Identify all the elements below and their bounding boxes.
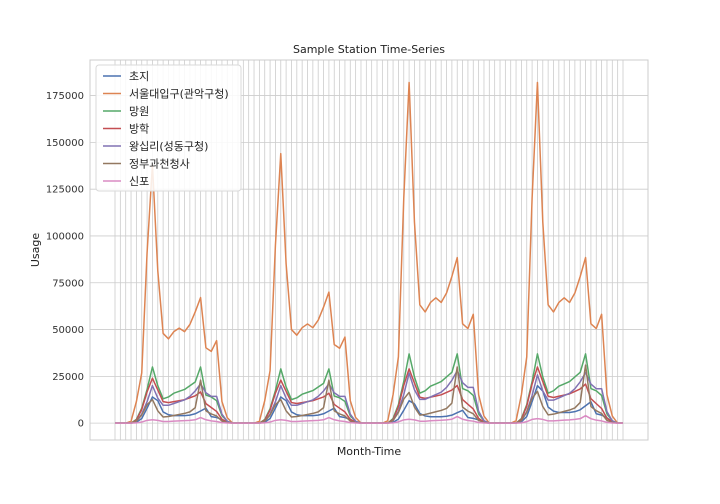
- legend-label: 망원: [129, 105, 149, 118]
- y-tick-label: 150000: [46, 138, 84, 149]
- legend-label: 서울대입구(관악구청): [129, 88, 229, 101]
- legend-box: [95, 64, 242, 192]
- series-lines: [115, 81, 623, 424]
- y-tick-label: 50000: [52, 325, 84, 336]
- plot-frame: [89, 59, 649, 441]
- legend-label: 정부과천청사: [129, 157, 190, 171]
- legend-label: 초지: [129, 70, 149, 83]
- y-tick-label: 0: [78, 419, 84, 430]
- x-axis-label: Month-Time: [337, 445, 402, 458]
- legend-label: 방학: [129, 123, 149, 136]
- y-tick-label: 25000: [52, 372, 84, 383]
- y-tick-label: 75000: [52, 278, 84, 289]
- chart-title: Sample Station Time-Series: [293, 43, 445, 56]
- y-axis-label: Usage: [29, 233, 42, 268]
- y-axis-ticks: 0 25000 50000 75000 100000 125000 150000 175000: [46, 91, 84, 430]
- y-tick-label: 175000: [46, 91, 84, 102]
- legend-label: 왕십리(성동구청): [129, 140, 208, 153]
- legend-label: 신포: [129, 175, 149, 188]
- series-line: [115, 414, 623, 424]
- y-tick-label: 100000: [46, 231, 84, 242]
- y-tick-label: 125000: [46, 185, 84, 196]
